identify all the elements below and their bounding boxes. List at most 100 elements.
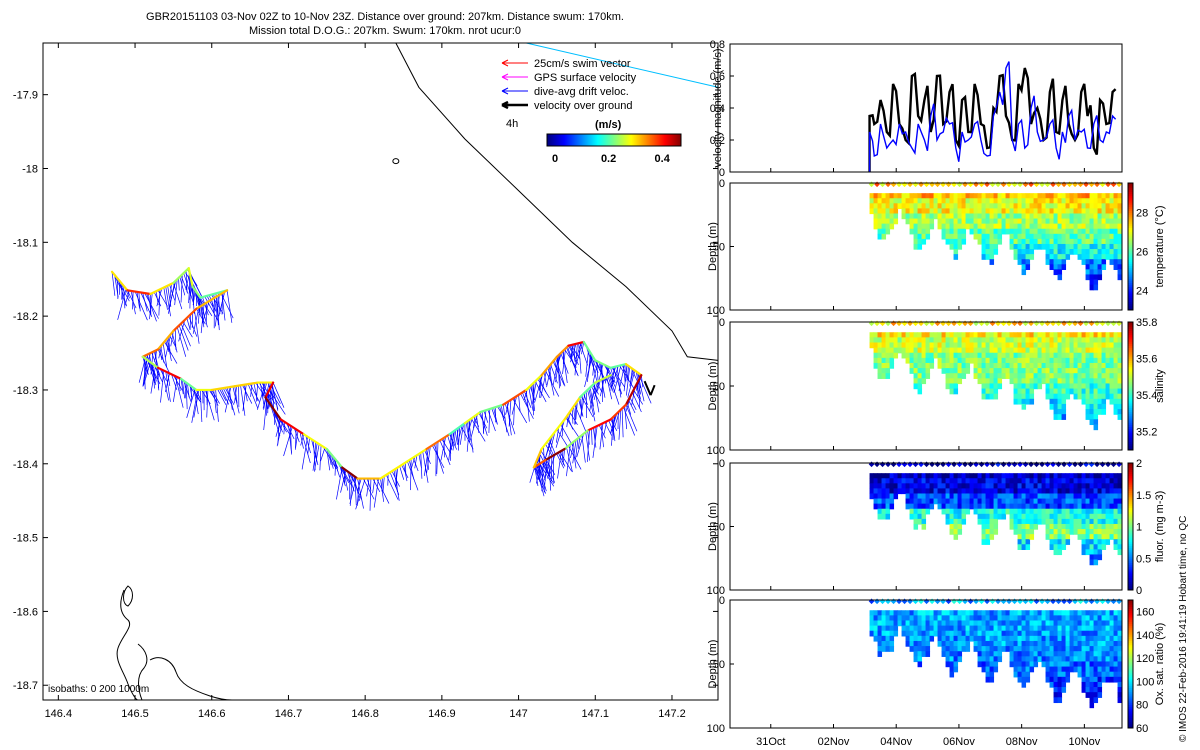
depth-cell [1069,347,1075,354]
depth-cell [921,523,927,530]
depth-cell [1089,493,1095,500]
depth-cell [873,203,879,210]
colorbar-cell [631,134,633,146]
depth-cell [969,337,975,344]
depth-cell [1089,332,1095,338]
depth-cell [953,228,959,235]
depth-cell [921,640,927,647]
depth-cell [901,620,907,627]
depth-cell [1065,493,1071,500]
colorbar-cell [1128,501,1133,504]
depth-cell [969,488,975,495]
depth-cell [1093,559,1099,566]
depth-cell [1017,656,1023,663]
colorbar-cell [663,134,665,146]
depth-cell [981,635,987,642]
track-segment [199,289,229,299]
depth-cell [929,213,935,220]
depth-cell [1081,508,1087,515]
reef-outline-3 [123,585,133,607]
depth-cell [1097,249,1103,255]
depth-cell [1005,228,1011,235]
colorbar-cell [1128,685,1133,688]
depth-cell [1041,630,1047,637]
surface-marker [1050,461,1056,468]
depth-cell [881,337,887,344]
surface-marker [1017,598,1023,605]
colorbar-tick-label: 60 [1136,723,1148,735]
depth-cell [1089,671,1095,678]
surface-marker [896,181,902,188]
depth-cell [1009,342,1015,349]
depth-cell [1029,383,1035,390]
depth-cell [1113,409,1119,415]
depth-cell [889,357,895,364]
depth-cell [1033,640,1039,647]
depth-cell [1033,198,1039,204]
depth-cell [925,213,931,220]
colorbar-cell [1128,299,1133,303]
depth-cell [1061,249,1067,255]
colorbar-tick-label: 35.8 [1136,317,1157,329]
depth-cell [1073,218,1079,225]
depth-cell [1061,544,1067,550]
depth-cell [969,218,975,225]
depth-cell [1001,373,1007,379]
depth-cell [1065,513,1071,520]
depth-cell [1085,620,1091,627]
depth-cell [1097,488,1103,495]
depth-cell [893,218,899,225]
depth-cell [913,352,919,359]
depth-cell [989,208,995,215]
depth-cell [1049,233,1055,240]
depth-cell [1001,483,1007,490]
depth-cell [941,332,947,338]
depth-cell [1037,630,1043,637]
depth-cell [1029,228,1035,235]
colorbar-cell [1128,636,1133,639]
depth-cell [977,640,983,647]
drift-vector [301,436,308,470]
surface-marker [962,598,968,605]
depth-cell [1029,373,1035,379]
depth-cell [925,488,931,495]
colorbar-cell [639,134,641,146]
drift-vector [194,310,200,344]
track-segment [172,307,198,332]
depth-cell [1005,352,1011,359]
depth-cell [941,223,947,230]
depth-cell [1009,651,1015,657]
depth-cell [909,203,915,210]
colorbar-cell [1128,343,1133,346]
depth-cell [985,378,991,385]
depth-cell [949,373,955,379]
depth-cell [1069,473,1075,479]
drift-vector [169,335,177,349]
depth-cell [989,368,995,374]
depth-cell [1025,347,1031,354]
depth-cell [957,630,963,637]
surface-marker [1050,181,1056,188]
depth-cell [1101,544,1107,550]
depth-cell [921,478,927,484]
depth-cell [1053,332,1059,338]
depth-cell [965,362,971,369]
depth-cell [993,498,999,505]
depth-cell [1029,378,1035,385]
depth-cell [1113,352,1119,359]
track-segment [594,374,612,384]
depth-cell [985,238,991,245]
colorbar-cell [1128,558,1133,561]
depth-cell [1105,640,1111,647]
surface-marker [874,461,880,468]
surface-marker [995,181,1001,188]
depth-cell [877,625,883,632]
depth-cell [929,630,935,637]
drift-vector [222,387,232,404]
depth-cell [1053,635,1059,642]
depth-cell [1045,646,1051,652]
depth-cell [1025,368,1031,374]
drift-vector [534,373,544,403]
depth-cell [1021,508,1027,515]
velocity-ytick-label: 0.6 [710,71,725,83]
